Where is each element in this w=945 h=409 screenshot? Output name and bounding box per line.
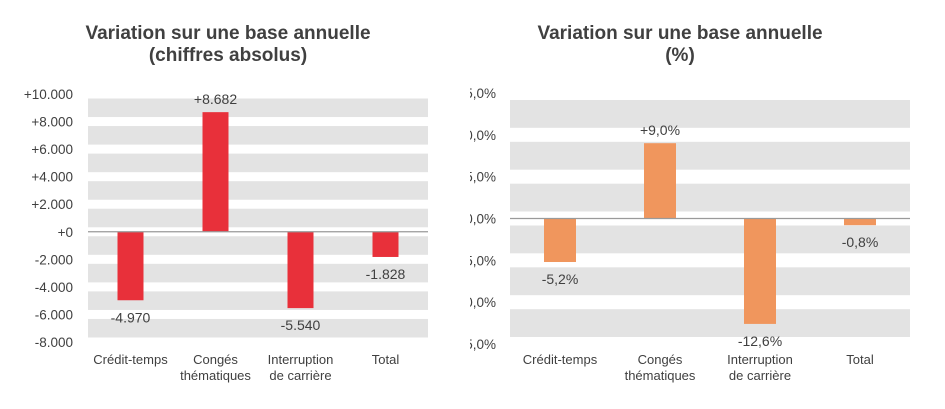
category-label: Congés	[193, 352, 238, 367]
y-tick-label: +15,0%	[470, 86, 496, 101]
grid-band	[88, 236, 428, 255]
category-label: Total	[846, 352, 874, 367]
y-tick-label: -4.000	[35, 280, 73, 295]
category-label: Crédit-temps	[523, 352, 598, 367]
y-tick-label: -10,0%	[470, 295, 496, 310]
chart-percent-variation: Variation sur une base annuelle(%) +15,0%…	[470, 23, 910, 383]
bar	[744, 218, 776, 324]
data-label: -0,8%	[842, 234, 879, 250]
grid-band	[510, 309, 910, 337]
bar	[202, 112, 229, 232]
grid-band	[510, 183, 910, 212]
data-label: -1.828	[366, 266, 406, 282]
category-label: de carrière	[269, 368, 331, 383]
bar	[287, 231, 314, 309]
data-label: +8.682	[194, 91, 237, 107]
grid-band	[88, 153, 428, 173]
y-tick-label: +5,0%	[470, 170, 496, 185]
category-label: Total	[372, 352, 400, 367]
grid-band	[88, 208, 428, 228]
data-label: -5.540	[281, 317, 321, 333]
category-label: Crédit-temps	[93, 352, 168, 367]
y-tick-label: +0	[58, 225, 73, 240]
y-tick-label: +10.000	[24, 87, 73, 102]
data-label: -5,2%	[542, 271, 579, 287]
chart-absolute-variation: Variation sur une base annuelle(chiffres…	[24, 23, 428, 383]
chart-title-line: (%)	[665, 45, 695, 66]
y-tick-label: +4.000	[31, 170, 73, 185]
y-tick-label: +0,0%	[470, 212, 496, 227]
category-label: Interruption	[268, 352, 334, 367]
grid-band	[510, 267, 910, 296]
y-tick-label: -6.000	[35, 307, 73, 322]
data-label: -4.970	[111, 309, 151, 325]
bar	[372, 231, 399, 257]
grid-band	[88, 181, 428, 200]
chart-title-line: Variation sur une base annuelle	[85, 23, 370, 44]
y-tick-label: +2.000	[31, 197, 73, 212]
category-label: Interruption	[727, 352, 793, 367]
chart-title-line: Variation sur une base annuelle	[537, 23, 822, 44]
bar	[117, 231, 144, 301]
data-label: -12,6%	[738, 333, 782, 349]
y-tick-label: -8.000	[35, 335, 73, 350]
y-tick-label: -5,0%	[470, 253, 496, 268]
grid-band	[510, 141, 910, 170]
grid-band	[88, 318, 428, 338]
y-tick-label: -15,0%	[470, 337, 496, 352]
category-label: de carrière	[729, 368, 791, 383]
grid-band	[88, 98, 428, 118]
grid-band	[88, 291, 428, 310]
grid-band	[510, 100, 910, 128]
chart-title-line: (chiffres absolus)	[149, 45, 307, 66]
y-tick-label: +8.000	[31, 115, 73, 130]
grid-band	[88, 263, 428, 283]
bar	[844, 218, 876, 226]
category-label: thématiques	[625, 368, 696, 383]
category-label: Congés	[638, 352, 683, 367]
data-label: +9,0%	[640, 122, 680, 138]
category-label: thématiques	[180, 368, 251, 383]
bar	[544, 218, 576, 263]
y-tick-label: +10,0%	[470, 128, 496, 143]
grid-band	[510, 225, 910, 254]
y-tick-label: -2.000	[35, 252, 73, 267]
y-tick-label: +6.000	[31, 142, 73, 157]
bar	[644, 143, 676, 219]
grid-band	[88, 126, 428, 145]
